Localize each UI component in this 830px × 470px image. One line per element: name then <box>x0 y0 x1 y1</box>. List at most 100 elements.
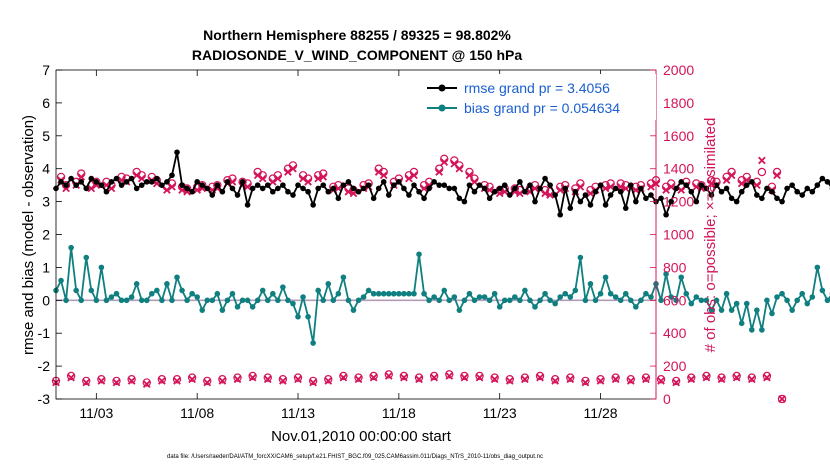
obs-possible-point <box>66 371 76 381</box>
obs-assimilated-point <box>410 171 418 180</box>
obs-possible-point <box>596 375 605 384</box>
bias-point <box>58 277 64 284</box>
obs-assimilated-point <box>349 189 358 198</box>
bias-point <box>184 297 190 304</box>
obs-assimilated-stroke <box>203 378 212 387</box>
obs-assimilated-stroke <box>647 182 655 191</box>
obs-assimilated-point <box>112 378 121 387</box>
obs-assimilated-stroke <box>158 377 166 385</box>
rmse-point <box>663 211 669 218</box>
obs-assimilated-stroke <box>445 372 454 380</box>
rmse-point <box>295 182 301 188</box>
bias-point <box>688 300 695 307</box>
obs-assimilated-point <box>687 375 696 384</box>
obs-assimilated-point <box>621 184 630 193</box>
obs-assimilated-stroke <box>687 375 696 384</box>
rmse-point <box>290 192 296 198</box>
obs-assimilated-stroke <box>77 173 86 181</box>
bias-point <box>83 254 90 261</box>
bias-point <box>738 320 745 327</box>
bias-point <box>98 264 105 271</box>
bias-point <box>517 297 523 304</box>
rmse-point <box>658 195 664 202</box>
rmse-point <box>154 175 160 182</box>
rmse-point <box>244 202 251 208</box>
obs-assimilated-stroke <box>581 378 590 387</box>
bias-point <box>108 294 115 300</box>
obs-assimilated-stroke <box>667 182 675 191</box>
obs-assimilated-point <box>702 373 711 382</box>
bias-point <box>401 290 407 297</box>
obs-possible-point <box>717 373 726 382</box>
bias-point <box>380 290 387 297</box>
obs-possible-point <box>308 376 318 386</box>
rmse-point <box>612 185 619 192</box>
rmse-point <box>617 188 624 195</box>
bias-point <box>779 290 785 297</box>
obs-assimilated-point <box>405 174 413 183</box>
bias-point <box>648 294 654 300</box>
obs-assimilated-stroke <box>349 189 358 198</box>
rmse-point <box>764 185 770 192</box>
legend-box <box>424 74 656 120</box>
bias-point <box>713 297 720 304</box>
bias-point <box>471 297 478 304</box>
rmse-point <box>754 192 760 198</box>
obs-possible-point <box>97 375 106 384</box>
obs-assimilated-stroke <box>546 191 554 199</box>
obs-assimilated-stroke <box>551 377 559 385</box>
bias-point <box>577 254 584 261</box>
rmse-point <box>784 185 790 192</box>
obs-assimilated-point <box>495 189 504 198</box>
legend: rmse grand pr = 3.4056 bias grand pr = 0… <box>424 74 656 120</box>
bias-point <box>411 290 417 297</box>
bias-point <box>683 290 690 297</box>
bias-point <box>154 287 160 294</box>
rmse-point <box>668 198 674 205</box>
bias-point <box>501 297 508 304</box>
bias-point <box>330 297 337 304</box>
obs-possible-point <box>339 371 348 381</box>
rmse-point <box>350 185 357 192</box>
obs-assimilated-point <box>188 375 196 384</box>
rmse-point <box>759 195 765 202</box>
rmse-point <box>572 188 579 195</box>
obs-possible-point <box>581 376 590 386</box>
obs-assimilated-stroke <box>732 373 741 382</box>
bias-point <box>567 294 574 300</box>
bias-point <box>587 281 594 287</box>
obs-assimilated-point <box>692 182 701 191</box>
obs-assimilated-point <box>596 377 605 385</box>
obs-assimilated-stroke <box>354 375 363 384</box>
rmse-point <box>481 185 488 192</box>
rmse-point <box>123 179 130 185</box>
obs-assimilated-stroke <box>228 178 237 186</box>
rmse-point <box>103 188 110 195</box>
bias-point <box>552 300 558 307</box>
obs-possible-point <box>414 373 424 382</box>
bias-point <box>68 244 74 251</box>
obs-possible-point <box>354 373 363 382</box>
obs-possible-point <box>187 373 197 382</box>
obs-assimilated-point <box>531 184 539 193</box>
bias-point <box>542 290 548 297</box>
obs-assimilated-point <box>647 182 655 191</box>
obs-assimilated-point <box>274 174 282 183</box>
obs-assimilated-stroke <box>470 178 479 186</box>
obs-assimilated-point <box>284 168 292 176</box>
bias-point <box>295 313 301 320</box>
obs-assimilated-stroke <box>304 178 312 186</box>
rmse-point <box>748 179 755 185</box>
obs-assimilated-stroke <box>536 373 544 382</box>
rmse-point <box>320 182 327 188</box>
obs-assimilated-point <box>747 375 756 384</box>
bias-point <box>789 307 795 313</box>
bias-point <box>754 307 760 313</box>
rmse-point <box>184 185 190 192</box>
rmse-point <box>58 179 64 185</box>
obs-assimilated-stroke <box>112 378 121 387</box>
obs-assimilated-point <box>727 171 736 180</box>
y-tick-label: 6 <box>42 95 50 111</box>
bias-point <box>335 290 342 297</box>
bias-point <box>572 287 579 294</box>
